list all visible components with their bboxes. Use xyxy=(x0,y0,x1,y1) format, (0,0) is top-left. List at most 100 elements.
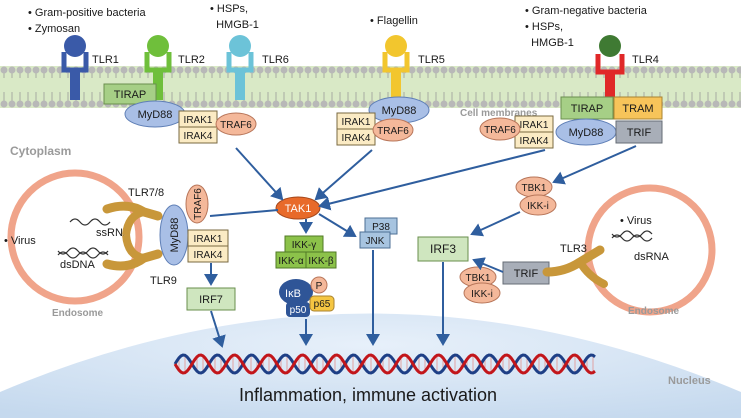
lipid-head xyxy=(496,66,504,74)
lipid-head xyxy=(664,66,672,74)
irak-box-tlr4: IRAK1 IRAK4 xyxy=(514,115,554,149)
svg-text:HMGB-1: HMGB-1 xyxy=(525,37,574,49)
lipid-head xyxy=(200,66,208,74)
lipid-head xyxy=(712,66,720,74)
lipid-head xyxy=(736,100,741,108)
lipid-head xyxy=(256,66,264,74)
lipid-head xyxy=(120,66,128,74)
lipid-head xyxy=(184,100,192,108)
svg-text:IRAK4: IRAK4 xyxy=(184,131,213,142)
lipid-head xyxy=(456,100,464,108)
traf6-oval-tlr4: TRAF6 xyxy=(479,117,521,141)
lipid-head xyxy=(504,100,512,108)
svg-text:TLR7/8: TLR7/8 xyxy=(128,187,164,199)
tlr5-receptor: TLR5 xyxy=(382,35,445,100)
lipid-head xyxy=(704,66,712,74)
lipid-head xyxy=(440,100,448,108)
svg-text:TLR1: TLR1 xyxy=(92,54,119,66)
lipid-head xyxy=(264,66,272,74)
lipid-head xyxy=(320,66,328,74)
svg-text:• Gram-negative bacteria: • Gram-negative bacteria xyxy=(525,5,648,17)
irak-box-left: IRAK1 IRAK4 xyxy=(178,110,218,144)
svg-text:IKK-β: IKK-β xyxy=(308,256,333,267)
lipid-head xyxy=(464,100,472,108)
lipid-head xyxy=(736,66,741,74)
lipid-head xyxy=(96,100,104,108)
svg-text:IKK-γ: IKK-γ xyxy=(292,240,316,251)
lipid-head xyxy=(432,66,440,74)
irak-box-endosome: IRAK1 IRAK4 xyxy=(187,229,229,263)
lipid-head xyxy=(368,66,376,74)
lipid-head xyxy=(48,66,56,74)
lipid-head xyxy=(40,66,48,74)
lipid-head xyxy=(0,100,8,108)
svg-text:TRAF6: TRAF6 xyxy=(220,120,252,131)
lipid-head xyxy=(680,100,688,108)
svg-text:TIRAP: TIRAP xyxy=(571,103,603,115)
pathway-arrows xyxy=(204,145,637,348)
myd88-oval-tlr5: MyD88 xyxy=(368,96,430,124)
svg-text:MyD88: MyD88 xyxy=(569,127,604,139)
svg-text:TBK1: TBK1 xyxy=(521,183,546,194)
svg-text:MyD88: MyD88 xyxy=(169,218,181,253)
svg-text:TAK1: TAK1 xyxy=(285,203,312,215)
dna-strand-blue xyxy=(173,353,596,375)
lipid-head xyxy=(680,66,688,74)
lipid-head xyxy=(72,100,80,108)
lipid-head xyxy=(376,66,384,74)
lipid-head xyxy=(32,100,40,108)
lipid-head xyxy=(648,66,656,74)
lipid-head xyxy=(624,66,632,74)
svg-text:p50: p50 xyxy=(290,305,307,316)
lipid-head xyxy=(672,66,680,74)
svg-text:dsDNA: dsDNA xyxy=(60,259,96,271)
myd88-oval-left: MyD88 xyxy=(124,100,186,128)
svg-text:TRAF6: TRAF6 xyxy=(193,188,204,220)
lipid-head xyxy=(528,66,536,74)
endosome-left: • Virus ssRNA dsDNA Endosome xyxy=(4,169,143,319)
outcome-label: Inflammation, immune activation xyxy=(239,385,497,405)
lipid-head xyxy=(192,66,200,74)
lipid-head xyxy=(520,100,528,108)
lipid-head xyxy=(672,100,680,108)
lipid-head xyxy=(200,100,208,108)
svg-text:IRAK4: IRAK4 xyxy=(342,133,371,144)
lipid-head xyxy=(472,100,480,108)
lipid-head xyxy=(248,100,256,108)
svg-text:IKK-α: IKK-α xyxy=(278,256,303,267)
tlr6-receptor: TLR6 xyxy=(226,35,289,100)
dna-strand-red xyxy=(173,353,596,375)
trif-box-tlr4: TRIF xyxy=(615,120,663,144)
lipid-head xyxy=(8,66,16,74)
lipid-head xyxy=(568,66,576,74)
tbk1-ikki-upper: TBK1 IKK-i xyxy=(515,176,557,216)
lipid-head xyxy=(448,100,456,108)
svg-text:IRF3: IRF3 xyxy=(430,242,456,256)
lipid-head xyxy=(480,100,488,108)
tlr4-receptor: TLR4 xyxy=(595,35,659,100)
lipid-head xyxy=(256,100,264,108)
svg-text:• HSPs,: • HSPs, xyxy=(525,21,563,33)
lipid-head xyxy=(512,100,520,108)
svg-text:JNK: JNK xyxy=(366,236,385,247)
svg-text:IκB: IκB xyxy=(285,288,301,300)
lipid-head xyxy=(176,66,184,74)
svg-text:IRAK1: IRAK1 xyxy=(342,117,371,128)
lipid-head xyxy=(24,66,32,74)
ligands-tlr5: • Flagellin xyxy=(370,15,418,27)
svg-text:IRAK1: IRAK1 xyxy=(520,120,549,131)
lipid-head xyxy=(128,66,136,74)
tlr1-receptor: TLR1 xyxy=(61,35,119,100)
svg-text:TRAF6: TRAF6 xyxy=(484,125,516,136)
lipid-head xyxy=(208,66,216,74)
ligands-tlr1-2: • Gram-positive bacteria • Zymosan xyxy=(28,7,146,35)
svg-text:• Gram-positive bacteria: • Gram-positive bacteria xyxy=(28,7,146,19)
svg-text:• Virus: • Virus xyxy=(4,235,36,247)
lipid-head xyxy=(472,66,480,74)
lipid-head xyxy=(40,100,48,108)
irf7-box: IRF7 xyxy=(186,287,236,311)
lipid-head xyxy=(240,100,248,108)
nucleus-label: Nucleus xyxy=(668,375,711,387)
svg-text:IRAK4: IRAK4 xyxy=(520,136,549,147)
lipid-head xyxy=(0,66,8,74)
